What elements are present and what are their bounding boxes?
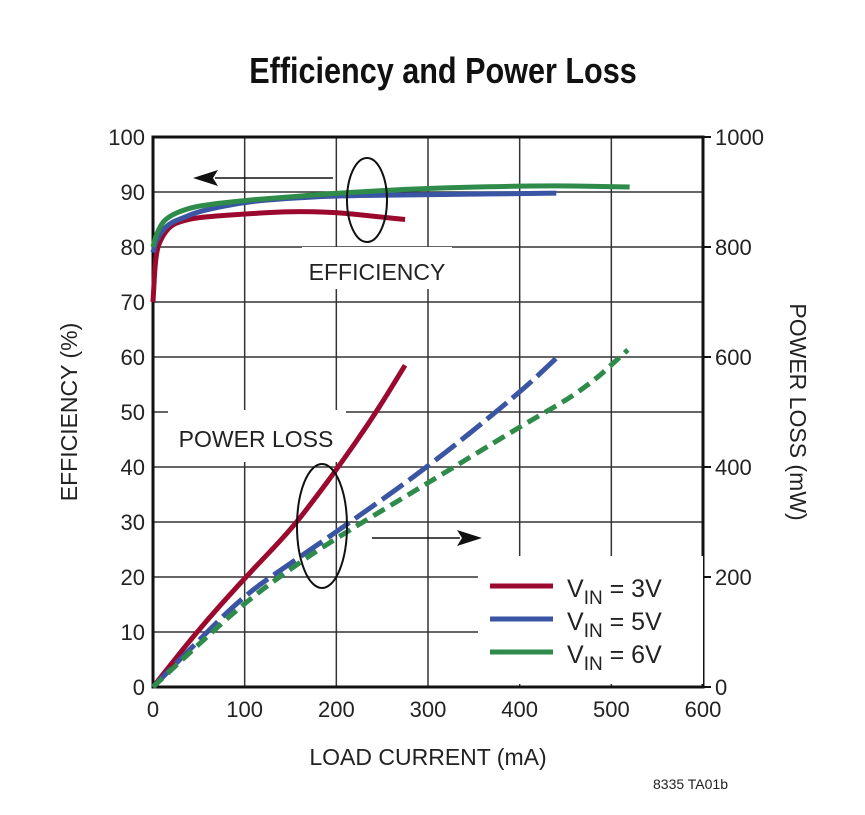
x-tick-label: 100 — [226, 697, 263, 722]
series-line-efficiency-0 — [150, 209, 406, 303]
y-tick-label: 70 — [121, 290, 145, 315]
y-tick-label: 10 — [121, 620, 145, 645]
y2-tick-label: 200 — [715, 565, 752, 590]
y2-tick-label: 800 — [715, 235, 752, 260]
power-loss-label-bg — [168, 410, 346, 462]
x-tick-label: 600 — [685, 697, 722, 722]
chart-title: Efficiency and Power Loss — [249, 52, 637, 92]
plot-frame — [151, 135, 705, 689]
y-tick-label: 30 — [121, 510, 145, 535]
x-tick-label: 200 — [318, 697, 355, 722]
x-tick-label: 300 — [410, 697, 447, 722]
annotation-efficiency: EFFICIENCY — [309, 259, 446, 285]
efficiency-label-bg — [302, 247, 452, 289]
y-tick-label: 60 — [121, 345, 145, 370]
y2-tick-label: 1000 — [715, 125, 764, 150]
efficiency-ellipse — [346, 157, 388, 243]
series-lines — [150, 183, 630, 689]
series-line-efficiency-2 — [150, 183, 630, 248]
y2-tick-label: 600 — [715, 345, 752, 370]
x-tick-label: 0 — [147, 697, 159, 722]
y2-tick-label: 400 — [715, 455, 752, 480]
y-tick-label: 80 — [121, 235, 145, 260]
series-line-power-3 — [151, 363, 408, 689]
y-tick-label: 0 — [133, 675, 145, 700]
legend-label: VIN = 6V — [567, 641, 662, 675]
y-axis-label: EFFICIENCY (%) — [56, 323, 82, 501]
y-tick-label: 20 — [121, 565, 145, 590]
x-axis-label: LOAD CURRENT (mA) — [309, 744, 546, 770]
y2-tick-label: 0 — [715, 675, 727, 700]
legend-label: VIN = 3V — [567, 575, 662, 609]
annotation-power-loss: POWER LOSS — [179, 426, 334, 452]
x-tick-label: 500 — [593, 697, 630, 722]
y-tick-label: 50 — [121, 400, 145, 425]
power-loss-ellipse — [296, 463, 348, 589]
series-line-power-5 — [151, 348, 630, 689]
y-tick-label: 90 — [121, 180, 145, 205]
y-tick-label: 40 — [121, 455, 145, 480]
tick-labels: 0 100 200 300 400 500 600010203040506070809010… — [108, 125, 764, 722]
left-arrow-icon — [193, 170, 218, 186]
footnote: 8335 TA01b — [653, 776, 728, 792]
y2-axis-label: POWER LOSS (mW) — [785, 303, 811, 520]
y-tick-label: 100 — [108, 125, 145, 150]
grid — [151, 135, 711, 689]
right-arrow-icon — [457, 530, 482, 546]
legend-label: VIN = 5V — [567, 608, 662, 642]
x-tick-label: 400 — [501, 697, 538, 722]
